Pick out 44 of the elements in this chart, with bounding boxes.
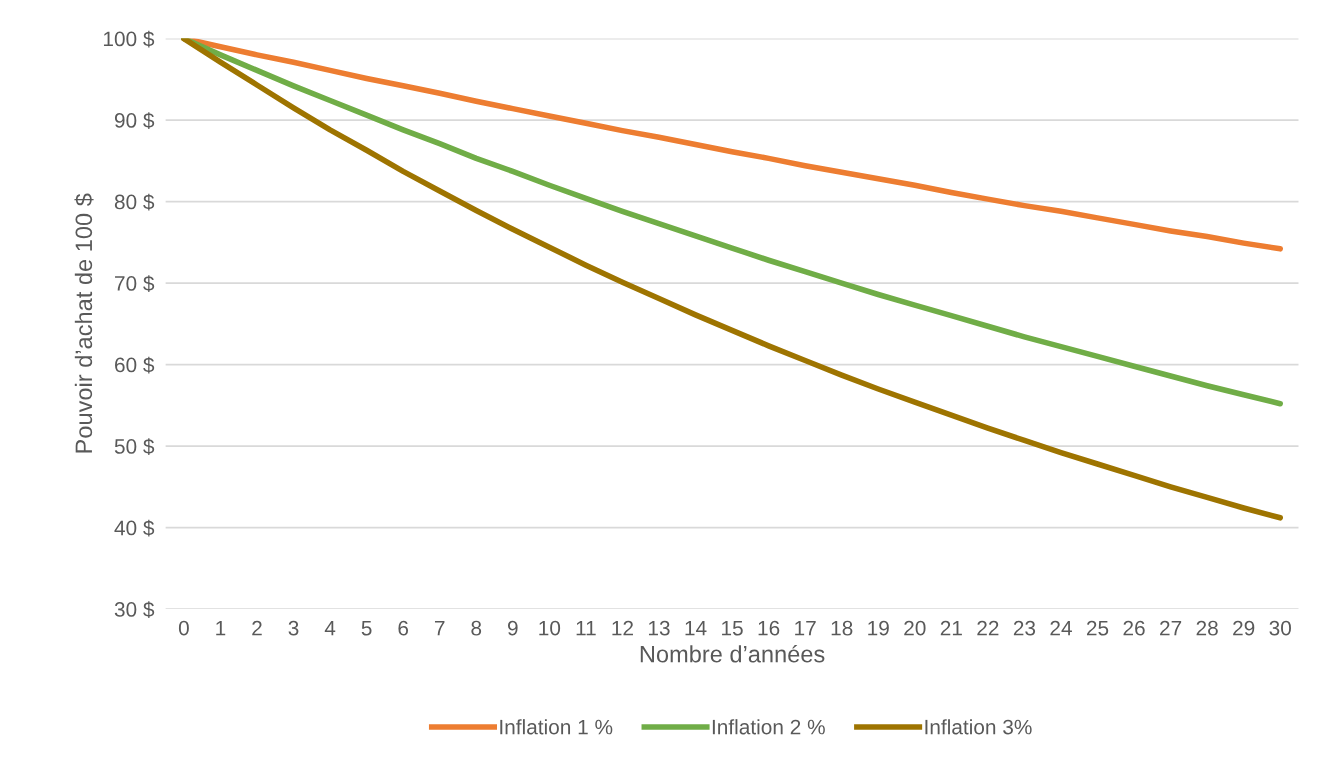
x-tick-label: 23 — [1013, 620, 1036, 636]
x-tick-label: 24 — [1050, 620, 1072, 636]
x-tick-label: 22 — [977, 620, 999, 636]
x-tick-label: 18 — [831, 620, 853, 636]
x-tick-label: 13 — [648, 620, 670, 636]
legend-label: Inflation 1 % — [500, 719, 613, 735]
x-tick-label: 2 — [252, 620, 262, 636]
x-tick-label: 7 — [434, 620, 445, 636]
x-tick-label: 12 — [612, 620, 633, 636]
y-tick-label: 70 $ — [115, 275, 155, 293]
x-tick-label: 17 — [795, 620, 816, 636]
legend-label: Inflation 3% — [925, 719, 1032, 735]
x-tick-label: 9 — [507, 620, 518, 636]
x-tick-label: 3 — [288, 620, 299, 636]
x-tick-label: 15 — [722, 620, 743, 636]
x-tick-label: 0 — [178, 620, 189, 636]
x-tick-label: 28 — [1196, 620, 1218, 636]
x-tick-label: 19 — [868, 620, 889, 636]
legend-label: Inflation 2 % — [712, 719, 825, 735]
x-tick-label: 6 — [398, 620, 409, 636]
y-tick-label: 60 $ — [115, 356, 155, 374]
x-tick-label: 25 — [1086, 620, 1109, 636]
x-tick-label: 30 — [1269, 620, 1291, 636]
y-tick-label: 80 $ — [114, 193, 155, 211]
x-tick-label: 21 — [940, 620, 962, 636]
y-tick-label: 90 $ — [114, 112, 155, 130]
x-tick-label: 27 — [1160, 620, 1182, 636]
x-tick-label: 20 — [904, 620, 926, 636]
x-tick-label: 29 — [1233, 620, 1255, 636]
x-tick-label: 5 — [361, 620, 372, 636]
x-tick-label: 1 — [216, 620, 226, 636]
x-tick-label: 4 — [324, 620, 336, 636]
y-tick-label: 50 $ — [114, 438, 155, 456]
x-tick-label: 11 — [576, 620, 596, 636]
y-tick-label: 40 $ — [114, 519, 155, 537]
x-tick-label: 14 — [685, 620, 707, 636]
y-axis-title: Pouvoir d’achat de 100 $ — [74, 193, 94, 453]
x-tick-label: 8 — [471, 620, 482, 636]
x-tick-label: 26 — [1123, 620, 1145, 636]
y-tick-label: 30 $ — [114, 601, 155, 619]
x-tick-label: 10 — [539, 620, 561, 636]
x-axis-title: Nombre d’années — [640, 644, 825, 663]
y-tick-label: 100 $ — [103, 30, 155, 48]
x-tick-label: 16 — [758, 620, 780, 636]
